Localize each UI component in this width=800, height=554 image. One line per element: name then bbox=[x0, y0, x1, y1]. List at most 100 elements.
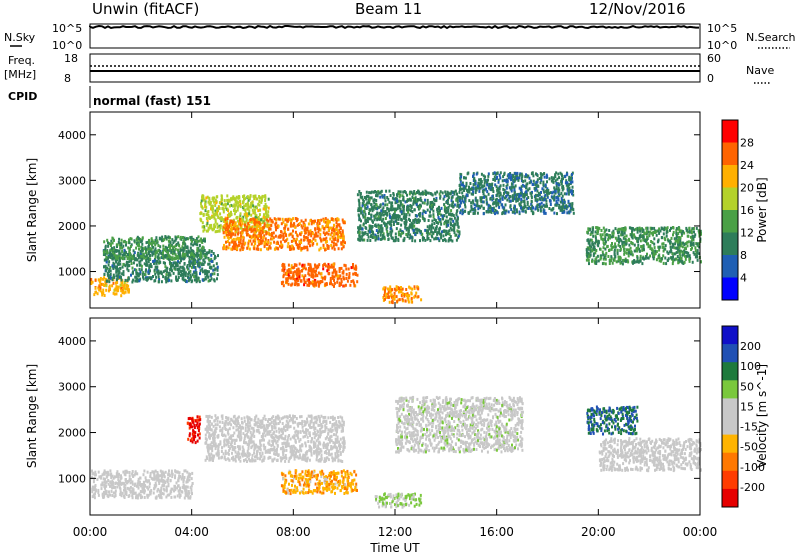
power-cell bbox=[296, 234, 299, 238]
power-cell bbox=[174, 247, 177, 251]
power-cell bbox=[588, 244, 591, 248]
power-cell bbox=[501, 205, 504, 209]
power-cell bbox=[181, 266, 184, 269]
power-cell bbox=[158, 260, 161, 264]
power-cell bbox=[516, 210, 518, 214]
power-cell bbox=[386, 196, 389, 199]
power-cell bbox=[652, 253, 655, 257]
power-cell bbox=[394, 201, 397, 205]
power-cell bbox=[662, 261, 665, 265]
power-cell bbox=[530, 207, 532, 210]
power-cell bbox=[437, 221, 440, 225]
power-cell bbox=[248, 211, 251, 215]
power-cell bbox=[171, 245, 174, 249]
power-cell bbox=[145, 248, 147, 252]
power-colorbar-swatch bbox=[722, 255, 738, 278]
power-cell bbox=[358, 202, 361, 206]
power-cell bbox=[325, 225, 327, 229]
power-cell bbox=[267, 214, 270, 218]
power-cell bbox=[132, 249, 135, 253]
power-cell bbox=[267, 197, 270, 201]
power-cell bbox=[646, 242, 648, 246]
power-cell bbox=[148, 276, 151, 280]
power-cell bbox=[336, 277, 339, 281]
power-cell bbox=[121, 265, 124, 269]
power-cell bbox=[439, 218, 441, 221]
power-cell bbox=[205, 252, 208, 256]
power-cell bbox=[158, 271, 161, 275]
power-cell bbox=[555, 199, 558, 203]
power-cell bbox=[587, 251, 590, 255]
power-cell bbox=[122, 288, 125, 292]
power-cell bbox=[448, 229, 451, 233]
power-cell bbox=[476, 211, 479, 215]
power-cell bbox=[439, 196, 442, 200]
power-cell bbox=[319, 246, 322, 250]
power-cell bbox=[189, 246, 192, 250]
power-cell bbox=[403, 238, 406, 242]
power-cell bbox=[205, 229, 208, 233]
power-cell bbox=[536, 180, 539, 184]
power-cell bbox=[628, 251, 631, 255]
power-cell bbox=[659, 259, 662, 263]
power-cell bbox=[599, 233, 602, 237]
power-cell bbox=[677, 249, 680, 253]
power-cell bbox=[449, 238, 452, 242]
velocity-cell bbox=[118, 472, 120, 476]
power-cell bbox=[543, 198, 546, 201]
power-cell bbox=[637, 240, 639, 244]
power-cell bbox=[169, 262, 171, 266]
power-cell bbox=[629, 246, 632, 250]
power-cell bbox=[212, 264, 215, 268]
power-cell bbox=[494, 198, 497, 202]
power-cell bbox=[382, 296, 385, 299]
power-cell bbox=[680, 232, 683, 236]
power-cell bbox=[521, 208, 524, 212]
power-cell bbox=[207, 279, 210, 283]
power-cell bbox=[645, 226, 648, 230]
power-cell bbox=[112, 256, 115, 260]
power-cell bbox=[686, 244, 689, 248]
power-cell bbox=[93, 293, 96, 297]
power-cell bbox=[602, 226, 605, 230]
power-cell bbox=[198, 265, 201, 269]
power-cell bbox=[623, 231, 626, 235]
power-cell bbox=[154, 279, 157, 283]
power-cell bbox=[314, 270, 317, 274]
power-cell bbox=[435, 236, 438, 240]
power-cell bbox=[368, 191, 371, 195]
power-cell bbox=[385, 227, 388, 231]
power-cell bbox=[355, 266, 358, 270]
power-cell bbox=[518, 173, 521, 177]
power-cell bbox=[194, 253, 197, 257]
power-cell bbox=[178, 272, 181, 276]
power-cell bbox=[687, 251, 690, 255]
power-cell bbox=[115, 256, 117, 260]
power-cell bbox=[196, 249, 199, 253]
power-cell bbox=[619, 257, 622, 261]
power-cell bbox=[596, 231, 599, 235]
power-cell bbox=[339, 231, 342, 234]
power-cell bbox=[216, 265, 219, 269]
power-cell bbox=[211, 204, 214, 208]
power-cell bbox=[299, 242, 301, 246]
power-cell bbox=[602, 261, 605, 265]
power-cell bbox=[164, 235, 167, 239]
power-cell bbox=[452, 219, 455, 223]
power-cell bbox=[219, 212, 222, 216]
power-cell bbox=[453, 203, 456, 207]
power-cell bbox=[526, 200, 529, 204]
power-cell bbox=[384, 223, 387, 227]
power-cell bbox=[382, 217, 385, 221]
power-cell bbox=[118, 243, 121, 247]
power-cell bbox=[493, 175, 496, 179]
power-cell bbox=[393, 287, 396, 291]
power-cell bbox=[160, 272, 163, 276]
power-cell bbox=[393, 210, 396, 214]
power-cell bbox=[289, 248, 292, 251]
power-cell bbox=[156, 265, 159, 269]
power-cell bbox=[667, 239, 670, 243]
power-colorbar-frame bbox=[721, 119, 739, 301]
power-cell bbox=[304, 231, 307, 235]
power-cell bbox=[315, 281, 318, 285]
